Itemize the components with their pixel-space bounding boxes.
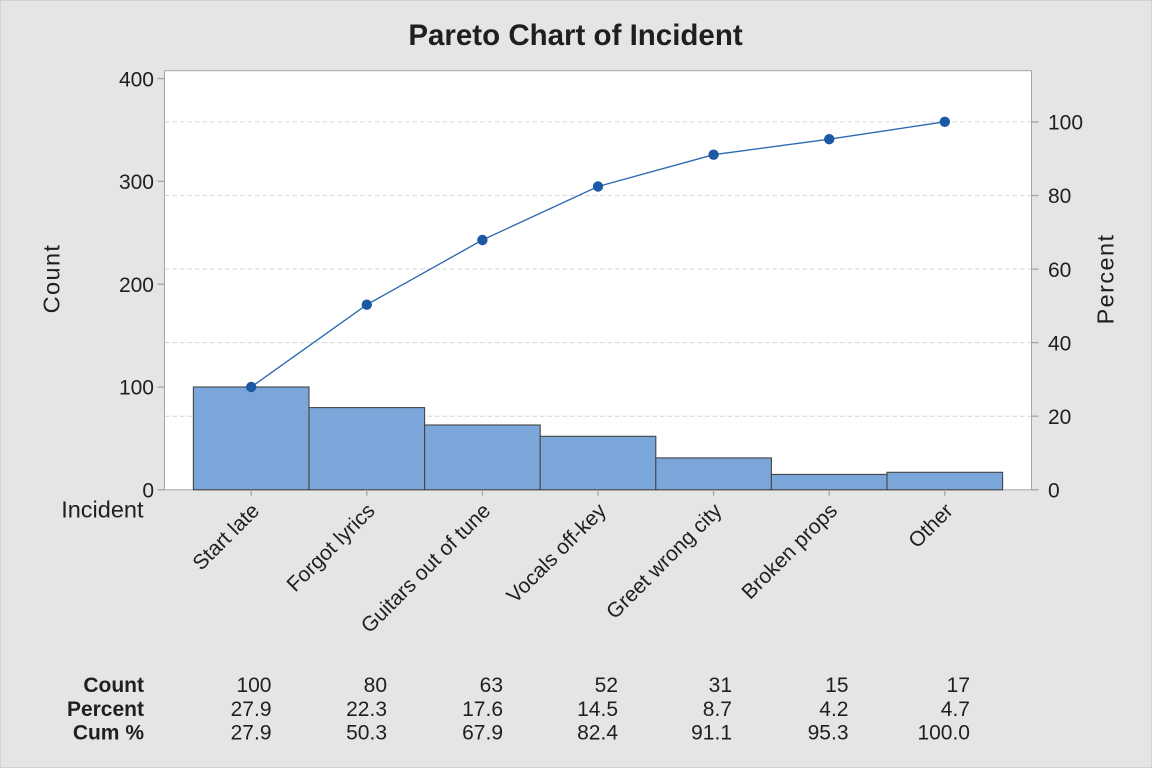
svg-text:Incident: Incident (61, 497, 144, 523)
svg-text:17.6: 17.6 (462, 698, 503, 721)
svg-text:63: 63 (480, 674, 503, 697)
svg-text:8.7: 8.7 (703, 698, 732, 721)
svg-text:50.3: 50.3 (346, 722, 387, 745)
svg-text:52: 52 (595, 674, 618, 697)
svg-text:80: 80 (1048, 185, 1071, 208)
svg-text:100.0: 100.0 (917, 722, 970, 745)
svg-text:14.5: 14.5 (577, 698, 618, 721)
svg-text:91.1: 91.1 (691, 722, 732, 745)
svg-text:100: 100 (119, 377, 154, 400)
svg-text:Count: Count (39, 244, 65, 314)
svg-text:Cum %: Cum % (73, 722, 145, 745)
svg-text:300: 300 (119, 171, 154, 194)
svg-text:Pareto Chart of Incident: Pareto Chart of Incident (408, 19, 743, 52)
svg-text:Percent: Percent (67, 698, 144, 721)
svg-text:100: 100 (236, 674, 271, 697)
svg-text:15: 15 (825, 674, 848, 697)
svg-text:Count: Count (83, 674, 144, 697)
svg-text:4.7: 4.7 (941, 698, 970, 721)
svg-text:0: 0 (1048, 480, 1060, 503)
svg-text:60: 60 (1048, 259, 1071, 282)
svg-text:22.3: 22.3 (346, 698, 387, 721)
svg-text:0: 0 (142, 480, 154, 503)
svg-text:Percent: Percent (1093, 234, 1119, 325)
svg-text:200: 200 (119, 274, 154, 297)
svg-text:20: 20 (1048, 406, 1071, 429)
svg-text:100: 100 (1048, 112, 1083, 135)
svg-text:17: 17 (947, 674, 970, 697)
svg-text:95.3: 95.3 (808, 722, 849, 745)
svg-text:67.9: 67.9 (462, 722, 503, 745)
svg-text:27.9: 27.9 (231, 722, 272, 745)
svg-text:82.4: 82.4 (577, 722, 618, 745)
svg-text:400: 400 (119, 68, 154, 91)
svg-text:80: 80 (364, 674, 387, 697)
svg-text:4.2: 4.2 (819, 698, 848, 721)
svg-text:27.9: 27.9 (231, 698, 272, 721)
svg-text:40: 40 (1048, 332, 1071, 355)
svg-text:31: 31 (709, 674, 732, 697)
